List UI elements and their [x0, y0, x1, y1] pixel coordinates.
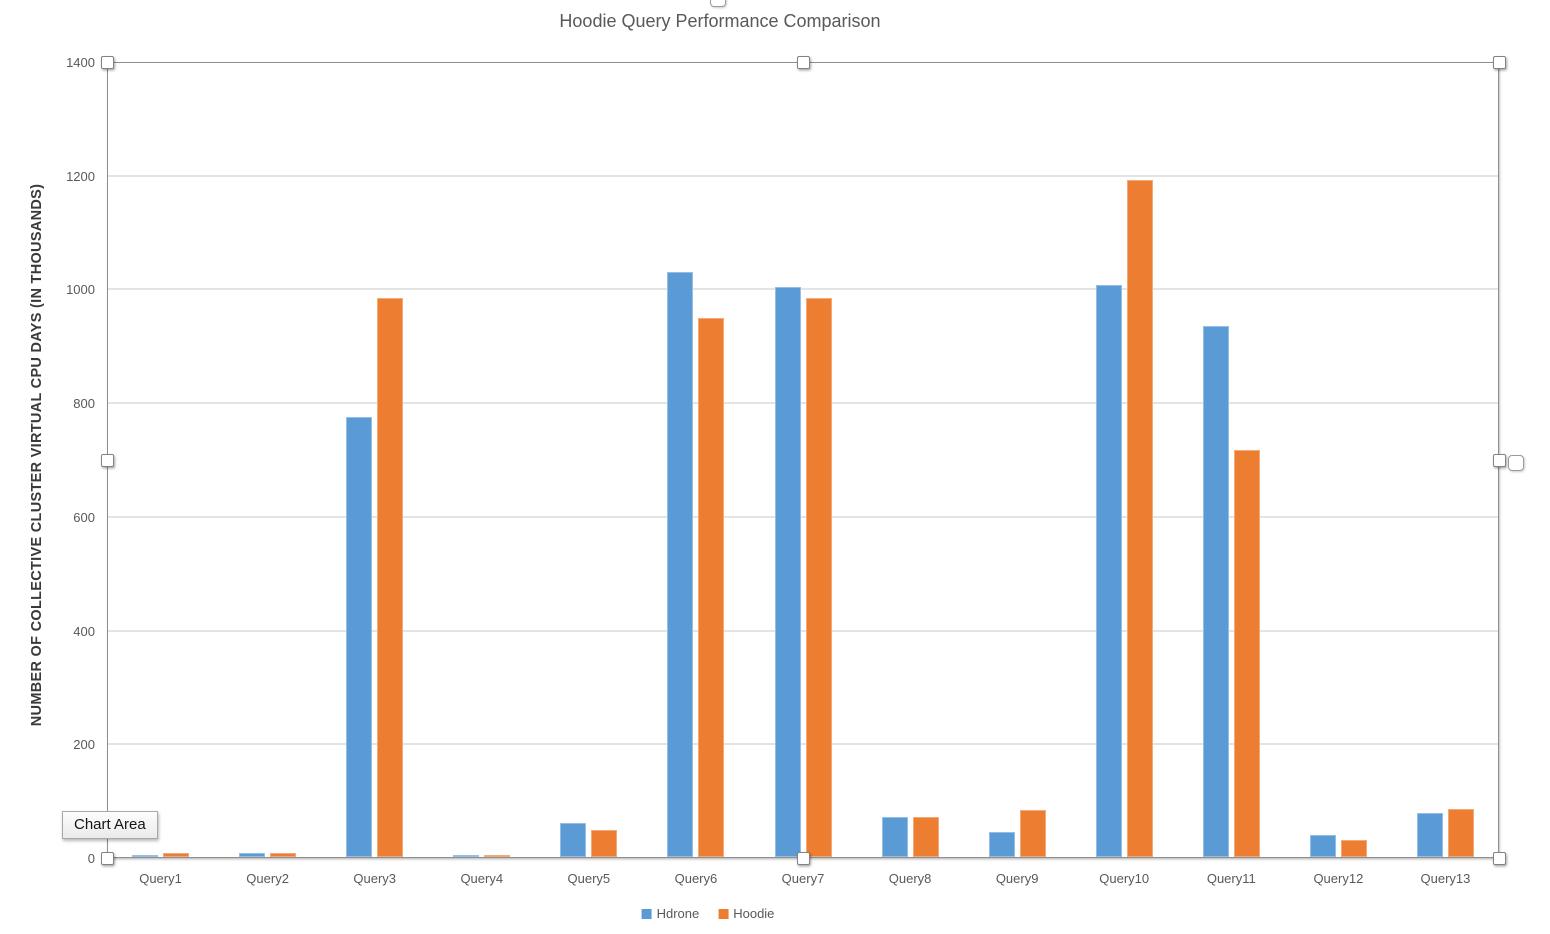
x-category-label-query12[interactable]: Query12 — [1313, 871, 1364, 886]
y-tick-label-1200[interactable]: 1200 — [66, 168, 95, 184]
bar-hdrone-query8[interactable] — [881, 817, 908, 857]
bar-hoodie-query11[interactable] — [1233, 449, 1260, 857]
gridline-200 — [108, 743, 1498, 746]
legend-label-hdrone: Hdrone — [656, 906, 700, 921]
selection-handle-top-right[interactable] — [1492, 55, 1506, 69]
bar-hdrone-query10[interactable] — [1095, 284, 1122, 857]
chart-title[interactable]: Hoodie Query Performance Comparison — [559, 11, 881, 31]
bar-hoodie-query4[interactable] — [484, 855, 511, 857]
chart-frame-handle-right-middle[interactable] — [1508, 455, 1524, 471]
bar-hdrone-query9[interactable] — [988, 831, 1015, 857]
x-category-label-query1[interactable]: Query1 — [139, 871, 182, 886]
gridline-1200 — [108, 174, 1498, 177]
selection-handle-top-left[interactable] — [100, 55, 114, 69]
y-tick-label-1000[interactable]: 1000 — [66, 282, 95, 298]
x-category-label-query3[interactable]: Query3 — [353, 871, 397, 886]
bar-hoodie-query1[interactable] — [163, 852, 190, 857]
x-category-label-query11[interactable]: Query11 — [1206, 871, 1256, 886]
gridline-800 — [108, 402, 1498, 405]
legend-item-hdrone[interactable]: Hdrone — [641, 906, 700, 921]
selection-handle-middle-right[interactable] — [1492, 453, 1506, 467]
bar-hdrone-query12[interactable] — [1309, 835, 1336, 857]
bar-hdrone-query13[interactable] — [1416, 812, 1443, 857]
bar-hoodie-query10[interactable] — [1126, 180, 1153, 857]
legend-swatch-hoodie — [718, 908, 729, 919]
bar-hoodie-query6[interactable] — [698, 317, 725, 857]
gridline-400 — [108, 629, 1498, 632]
bar-hoodie-query13[interactable] — [1447, 808, 1474, 857]
bar-hdrone-query2[interactable] — [239, 852, 266, 857]
selection-handle-middle-left[interactable] — [100, 453, 114, 467]
x-category-label-query8[interactable]: Query8 — [888, 871, 932, 886]
x-category-label-query7[interactable]: Query7 — [781, 871, 825, 886]
bar-hoodie-query7[interactable] — [805, 297, 832, 857]
bar-hoodie-query5[interactable] — [591, 829, 618, 857]
y-tick-label-0[interactable]: 0 — [87, 851, 95, 866]
bar-hdrone-query4[interactable] — [453, 855, 480, 857]
bar-hoodie-query8[interactable] — [912, 817, 939, 857]
bar-hoodie-query9[interactable] — [1019, 810, 1046, 857]
legend-label-hoodie: Hoodie — [733, 906, 775, 921]
selection-handle-bottom-right[interactable] — [1492, 851, 1506, 865]
x-category-label-query9[interactable]: Query9 — [995, 871, 1039, 886]
gridline-1000 — [108, 288, 1498, 291]
bar-hdrone-query1[interactable] — [132, 855, 159, 857]
y-tick-label-800[interactable]: 800 — [73, 396, 95, 412]
legend-item-hoodie[interactable]: Hoodie — [718, 906, 774, 921]
y-tick-label-1400[interactable]: 1400 — [66, 55, 95, 70]
bar-hoodie-query2[interactable] — [270, 852, 297, 857]
chart-frame-handle-top-center[interactable] — [710, 0, 726, 7]
y-tick-label-200[interactable]: 200 — [73, 737, 95, 753]
selection-handle-bottom-center[interactable] — [796, 851, 810, 865]
legend[interactable]: Hdrone Hoodie — [641, 906, 774, 921]
bar-hdrone-query6[interactable] — [667, 272, 694, 857]
x-category-label-query2[interactable]: Query2 — [246, 871, 289, 886]
bar-hdrone-query7[interactable] — [774, 286, 801, 857]
x-category-label-query10[interactable]: Query10 — [1099, 871, 1150, 886]
y-tick-label-400[interactable]: 400 — [73, 623, 95, 639]
bar-hdrone-query3[interactable] — [346, 417, 373, 857]
bar-hoodie-query3[interactable] — [377, 297, 404, 857]
legend-swatch-hdrone — [641, 908, 652, 919]
y-tick-label-600[interactable]: 600 — [73, 509, 95, 525]
gridline-600 — [108, 515, 1498, 518]
x-category-label-query4[interactable]: Query4 — [460, 871, 504, 886]
x-category-label-query13[interactable]: Query13 — [1420, 871, 1471, 886]
selection-handle-top-center[interactable] — [796, 55, 810, 69]
bar-hdrone-query5[interactable] — [560, 822, 587, 857]
bar-hoodie-query12[interactable] — [1340, 839, 1367, 857]
x-category-label-query6[interactable]: Query6 — [674, 871, 718, 886]
x-category-label-query5[interactable]: Query5 — [567, 871, 611, 886]
selection-handle-bottom-left[interactable] — [100, 851, 114, 865]
bar-hdrone-query11[interactable] — [1202, 326, 1229, 857]
chart-area-tooltip: Chart Area — [62, 811, 158, 839]
